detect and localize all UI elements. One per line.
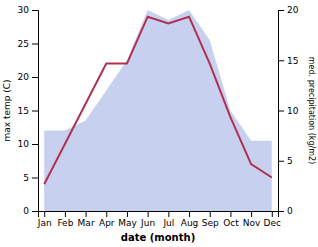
tick-mark [210, 211, 211, 217]
tick-label: Sep [202, 218, 219, 228]
tick-mark [230, 211, 231, 217]
tick-label: 0 [287, 206, 293, 216]
tick: 25 [18, 39, 38, 49]
tick-label: Aug [181, 218, 199, 228]
tick: Sep [202, 211, 219, 228]
tick-label: Oct [223, 218, 239, 228]
tick-label: Nov [243, 218, 261, 228]
tick: Mar [78, 211, 95, 228]
tick-label: 5 [287, 156, 293, 166]
tick-mark [32, 10, 38, 11]
tick: Nov [243, 211, 261, 228]
tick-label: Mar [78, 218, 95, 228]
tick-mark [189, 211, 190, 217]
area [44, 10, 272, 211]
x-axis-title: date (month) [121, 232, 195, 243]
tick-label: 25 [18, 39, 29, 49]
tick: Jul [162, 211, 174, 228]
tick-mark [86, 211, 87, 217]
tick: Oct [223, 211, 239, 228]
tick-mark [32, 144, 38, 145]
tick-label: Jan [37, 218, 52, 228]
tick: Aug [181, 211, 199, 228]
tick-label: 0 [23, 206, 29, 216]
tick-label: Feb [57, 218, 73, 228]
tick-label: Apr [99, 218, 115, 228]
tick: 20 [278, 5, 299, 15]
tick: Apr [99, 211, 115, 228]
tick: 20 [18, 72, 38, 82]
tick-mark [278, 211, 284, 212]
tick: 5 [278, 156, 293, 166]
y-axis: 0 5 10 15 20 25 30 [18, 5, 39, 216]
tick-label: 20 [18, 72, 30, 82]
tick: 10 [278, 106, 299, 116]
tick-mark [127, 211, 128, 217]
y-axis-title: max temp (C) [2, 79, 12, 141]
tick: 0 [23, 206, 38, 216]
tick-mark [32, 111, 38, 112]
tick-mark [65, 211, 66, 217]
tick-mark [32, 211, 38, 212]
tick-mark [148, 211, 149, 217]
tick-mark [32, 77, 38, 78]
tick: 0 [278, 206, 293, 216]
tick-label: Dec [264, 218, 281, 228]
tick-mark [168, 211, 169, 217]
tick-mark [278, 161, 284, 162]
tick-mark [278, 60, 284, 61]
tick-label: 10 [287, 106, 299, 116]
tick: Jan [37, 211, 52, 228]
y2-axis-title: med. precipitation (kg/m2) [307, 57, 316, 164]
tick-label: 15 [18, 106, 29, 116]
tick: 30 [18, 5, 38, 15]
tick: Feb [57, 211, 73, 228]
tick: 10 [18, 139, 38, 149]
tick-mark [106, 211, 107, 217]
tick: 15 [18, 106, 38, 116]
y2-axis: 0 5 10 15 20 [278, 5, 299, 216]
tick-label: 30 [18, 5, 30, 15]
tick-label: 20 [287, 5, 299, 15]
tick-mark [44, 211, 45, 217]
axis-line [32, 11, 39, 212]
tick-label: 5 [23, 173, 29, 183]
tick: Jun [140, 211, 155, 228]
tick: 5 [23, 173, 38, 183]
tick: 15 [278, 56, 298, 66]
x-axis: Jan Feb Mar AprMayJun Jul AugSep Oct NovDec [37, 211, 281, 228]
tick-mark [278, 10, 284, 11]
tick-mark [278, 111, 284, 112]
axis-line [39, 212, 279, 218]
chart-container: Jan Feb Mar AprMayJun Jul AugSep Oct NovDec 0 5 10… [0, 0, 318, 247]
plot-area [44, 10, 272, 211]
tick: May [118, 211, 137, 228]
tick-label: 10 [18, 139, 30, 149]
line [44, 17, 272, 185]
tick-mark [32, 44, 38, 45]
tick-label: Jul [162, 218, 174, 228]
tick-mark [32, 178, 38, 179]
tick-label: 15 [287, 56, 298, 66]
chart-svg: Jan Feb Mar AprMayJun Jul AugSep Oct NovDec 0 5 10… [0, 0, 318, 247]
tick-label: Jun [140, 218, 155, 228]
axis-line [279, 11, 285, 212]
tick-mark [251, 211, 252, 217]
tick-label: May [118, 218, 137, 228]
tick-mark [272, 211, 273, 217]
tick: Dec [264, 211, 281, 228]
